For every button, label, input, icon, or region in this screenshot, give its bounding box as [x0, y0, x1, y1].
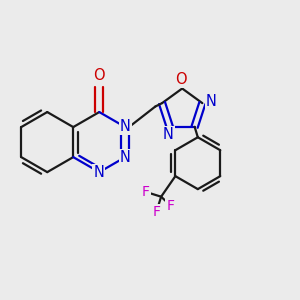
Text: N: N [163, 127, 174, 142]
Text: O: O [175, 71, 186, 86]
Text: N: N [120, 119, 131, 134]
Text: N: N [206, 94, 217, 110]
Text: F: F [142, 185, 150, 199]
Text: F: F [167, 199, 175, 213]
Text: N: N [93, 165, 104, 180]
Text: O: O [94, 68, 105, 82]
Text: F: F [152, 205, 160, 219]
Text: N: N [120, 150, 131, 165]
